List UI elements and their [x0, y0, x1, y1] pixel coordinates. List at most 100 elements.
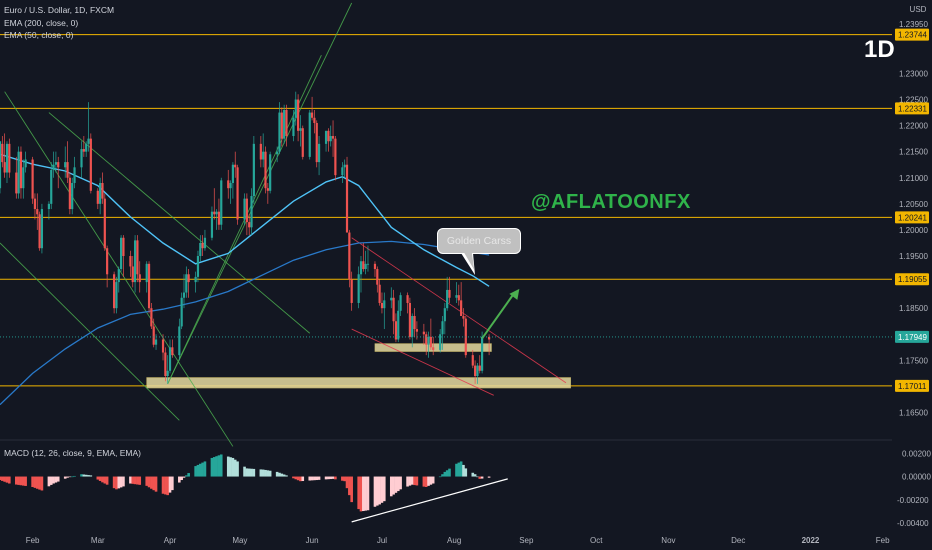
- macd-bar: [394, 476, 398, 493]
- trendline-green: [48, 112, 311, 334]
- macd-bar: [348, 476, 351, 496]
- candle-body: [378, 284, 381, 303]
- candle-body: [80, 149, 83, 168]
- macd-bar: [185, 475, 188, 477]
- candle: [399, 292, 402, 317]
- candle: [187, 269, 190, 298]
- candle-body: [117, 269, 120, 283]
- macd-bar: [203, 461, 207, 477]
- time-tick-label: Jun: [306, 536, 319, 545]
- macd-bar: [33, 476, 37, 488]
- candle-body: [178, 326, 181, 356]
- macd-bar: [480, 476, 484, 479]
- macd-bar: [252, 468, 256, 477]
- candle-body: [101, 182, 104, 199]
- candle: [22, 159, 25, 199]
- candle-body: [408, 302, 412, 337]
- candle-body: [324, 130, 328, 144]
- candle-body: [443, 308, 446, 322]
- candle-body: [103, 198, 106, 249]
- candle-body: [299, 128, 302, 131]
- macd-bar: [215, 456, 218, 477]
- price-tick-label: 1.22500: [899, 96, 928, 105]
- candle: [413, 308, 416, 337]
- candle: [266, 182, 269, 204]
- level-tag: [895, 102, 929, 115]
- macd-bar: [219, 454, 223, 477]
- macd-bar: [366, 476, 370, 511]
- macd-bar: [133, 476, 137, 485]
- candle-body: [259, 143, 262, 160]
- macd-bar: [462, 464, 465, 477]
- candle: [292, 109, 295, 142]
- candle-body: [301, 128, 304, 157]
- candle: [57, 156, 60, 189]
- candle-body: [334, 138, 337, 176]
- currency-label: USD: [910, 5, 927, 14]
- macd-bar: [343, 476, 346, 482]
- candle-body: [432, 347, 435, 350]
- candle-body: [120, 237, 123, 270]
- macd-bar: [171, 476, 174, 491]
- candle: [85, 141, 88, 157]
- candle: [243, 193, 246, 225]
- candle-body: [399, 295, 402, 311]
- macd-bar: [455, 463, 458, 477]
- candle-body: [33, 198, 37, 210]
- candle-body: [487, 336, 491, 340]
- ema200-legend[interactable]: EMA (200, close, 0): [4, 17, 79, 28]
- candle: [390, 287, 393, 309]
- candle: [19, 146, 23, 199]
- macd-tick-label: -0.00200: [897, 496, 929, 505]
- chart-legend: Euro / U.S. Dollar, 1D, FXCM EMA (200, c…: [4, 4, 114, 42]
- candle: [324, 130, 328, 152]
- candle-body: [164, 352, 167, 377]
- macd-bar: [487, 476, 491, 478]
- candle: [101, 172, 104, 204]
- ema50-legend[interactable]: EMA (50, close, 0): [4, 30, 74, 40]
- time-tick-label: Feb: [26, 536, 40, 545]
- moving-averages: [0, 153, 490, 406]
- candle: [357, 266, 360, 309]
- candle: [99, 177, 102, 215]
- macd-bar: [152, 476, 156, 491]
- candle-body: [203, 237, 207, 249]
- macd-legend[interactable]: MACD (12, 26, close, 9, EMA, EMA): [4, 448, 141, 458]
- macd-bar: [280, 473, 284, 477]
- candle-body: [136, 240, 139, 275]
- candle: [1, 136, 4, 168]
- candle: [66, 141, 69, 183]
- horizontal-levels: [0, 34, 892, 387]
- price-tick-label: 1.16500: [899, 409, 928, 418]
- candle: [373, 261, 377, 277]
- macd-bar: [294, 476, 298, 480]
- candle: [262, 133, 265, 168]
- candle-body: [425, 334, 428, 345]
- candle-body: [166, 370, 169, 377]
- candle-body: [196, 256, 200, 277]
- price-tick-label: 1.20500: [899, 200, 928, 209]
- arrow-head: [509, 288, 520, 300]
- candle-body: [315, 122, 318, 163]
- candle: [427, 331, 430, 358]
- candle-body: [150, 308, 153, 327]
- candle: [106, 245, 109, 288]
- candle: [283, 104, 286, 144]
- candle-body: [343, 164, 346, 168]
- candle: [103, 193, 106, 251]
- macd-bar: [63, 476, 67, 479]
- candle-body: [15, 172, 18, 194]
- macd-pane: [0, 454, 508, 523]
- candle: [264, 146, 267, 194]
- candle: [310, 96, 314, 121]
- candle: [446, 276, 449, 311]
- watermark: @AFLATOONFX: [531, 191, 691, 213]
- macd-bar: [378, 476, 381, 505]
- macd-bar: [299, 476, 302, 482]
- candle: [343, 159, 346, 178]
- candle: [455, 282, 458, 303]
- macd-bar: [443, 471, 447, 477]
- candle-body: [439, 334, 442, 350]
- macd-bar: [161, 476, 165, 494]
